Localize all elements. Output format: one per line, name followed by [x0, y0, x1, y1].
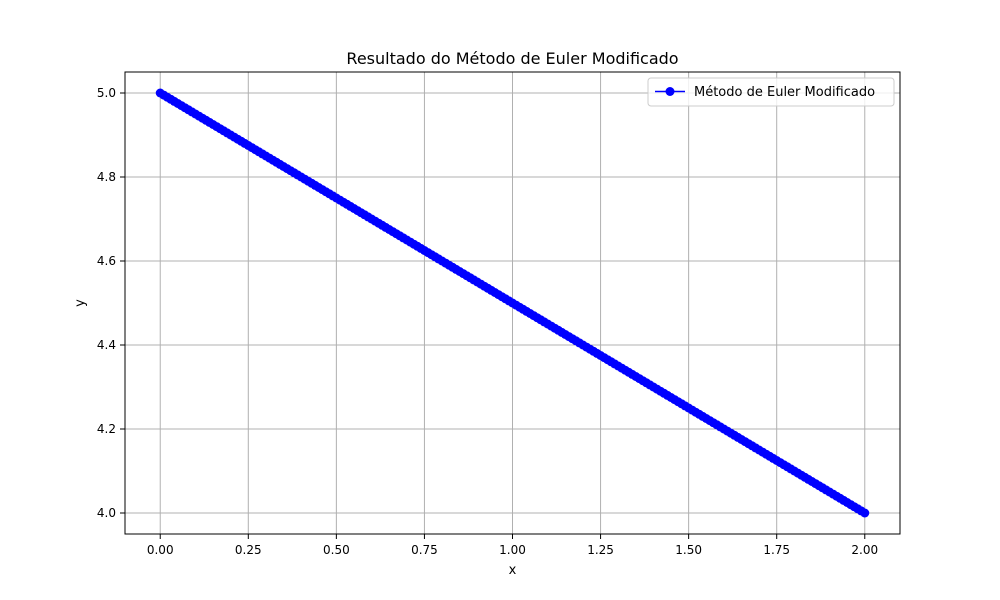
x-tick-label: 0.00 — [147, 543, 174, 557]
legend: Método de Euler Modificado — [647, 77, 895, 107]
y-axis-label: y — [73, 299, 88, 307]
x-axis-label: x — [509, 563, 517, 578]
y-tick-label: 4.6 — [97, 254, 116, 268]
x-tick-label: 0.50 — [323, 543, 350, 557]
legend-box — [647, 77, 895, 107]
legend-marker-swatch — [665, 87, 675, 96]
y-tick-label: 4.2 — [97, 422, 116, 436]
y-tick-label: 4.8 — [97, 170, 116, 184]
x-tick-label: 1.25 — [587, 543, 614, 557]
x-tick-label: 1.50 — [675, 543, 702, 557]
data-point — [860, 508, 870, 518]
x-tick-label: 1.00 — [499, 543, 526, 557]
y-tick-label: 4.4 — [97, 338, 116, 352]
y-tick-label: 4.0 — [97, 506, 116, 520]
series-layer — [155, 88, 870, 518]
x-tick-label: 0.75 — [411, 543, 438, 557]
grid — [125, 72, 900, 534]
x-tick-label: 1.75 — [763, 543, 790, 557]
x-axis: 0.00 0.25 0.50 0.75 1.00 1.25 1.50 1.75 2.00 — [147, 534, 878, 557]
x-tick-label: 0.25 — [235, 543, 262, 557]
legend-entry-label: Método de Euler Modificado — [694, 85, 875, 100]
y-axis: 4.0 4.2 4.4 4.6 4.8 5.0 — [97, 86, 125, 520]
x-tick-label: 2.00 — [851, 543, 878, 557]
chart-title: Resultado do Método de Euler Modificado — [346, 49, 678, 68]
y-tick-label: 5.0 — [97, 86, 116, 100]
